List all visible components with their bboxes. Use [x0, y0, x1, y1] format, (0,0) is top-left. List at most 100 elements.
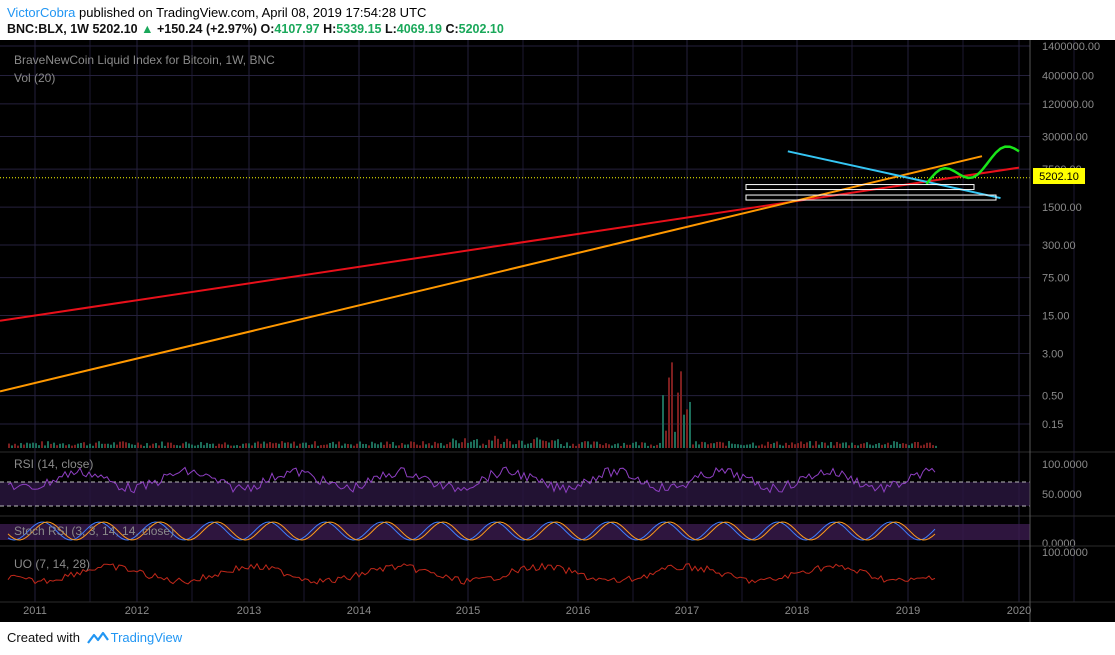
volume-bar	[305, 442, 307, 448]
volume-bar	[374, 443, 376, 448]
volume-bar	[14, 443, 16, 448]
volume-bar	[134, 444, 136, 448]
volume-bar	[461, 442, 463, 448]
volume-bar	[866, 442, 868, 448]
uo-line	[7, 562, 936, 585]
volume-bar	[8, 443, 10, 448]
volume-bar	[302, 442, 304, 448]
volume-bar	[368, 445, 370, 448]
volume-bar	[140, 444, 142, 448]
volume-bar	[194, 445, 196, 448]
volume-bar	[803, 444, 805, 448]
volume-bar	[509, 441, 511, 448]
volume-bar	[671, 362, 673, 448]
volume-bar	[269, 442, 271, 448]
green-projection-line	[925, 145, 1020, 185]
volume-bar	[722, 442, 724, 448]
volume-bar	[263, 441, 265, 448]
volume-bar	[173, 444, 175, 448]
volume-bar	[827, 445, 829, 448]
volume-bar	[635, 441, 637, 448]
volume-bar	[353, 445, 355, 448]
volume-bar	[518, 440, 520, 448]
volume-bar	[200, 442, 202, 448]
volume-bar	[857, 445, 859, 448]
volume-bar	[347, 443, 349, 448]
author-link[interactable]: VictorCobra	[7, 5, 76, 20]
volume-bar	[533, 439, 535, 448]
up-triangle-icon: ▲	[141, 22, 154, 36]
volume-bar	[221, 444, 223, 448]
volume-bar	[665, 430, 667, 448]
volume-bar	[851, 442, 853, 448]
volume-bar	[281, 441, 283, 448]
volume-bar	[515, 444, 517, 448]
volume-bar	[443, 445, 445, 448]
volume-bar	[233, 445, 235, 448]
volume-bar	[791, 442, 793, 448]
time-tick-label: 2014	[347, 605, 371, 617]
volume-bar	[506, 438, 508, 448]
rsi-label: RSI (14, close)	[14, 457, 93, 471]
high-value: 5339.15	[336, 22, 382, 36]
volume-bar	[20, 443, 22, 448]
volume-bar	[683, 414, 685, 448]
price-tick-label: 300.00	[1042, 240, 1076, 252]
volume-bar	[536, 437, 538, 448]
volume-bar	[887, 442, 889, 448]
volume-bar	[893, 441, 895, 448]
volume-bar	[158, 445, 160, 448]
time-tick-label: 2020	[1007, 605, 1031, 617]
volume-bar	[770, 443, 772, 448]
volume-bar	[29, 443, 31, 448]
volume-bar	[707, 444, 709, 448]
volume-bar	[527, 443, 529, 448]
volume-bar	[434, 441, 436, 448]
price-tick-label: 75.00	[1042, 273, 1070, 285]
volume-bar	[146, 443, 148, 448]
time-tick-label: 2013	[237, 605, 261, 617]
price-tick-label: 400000.00	[1042, 71, 1094, 83]
time-tick-label: 2016	[566, 605, 590, 617]
volume-bar	[287, 442, 289, 448]
volume-bar	[323, 444, 325, 448]
time-tick-label: 2015	[456, 605, 480, 617]
tradingview-link[interactable]: TradingView	[110, 630, 183, 645]
volume-bar	[884, 444, 886, 448]
volume-label: Vol (20)	[14, 71, 55, 85]
volume-bar	[236, 445, 238, 448]
volume-bar	[479, 445, 481, 448]
volume-bar	[341, 445, 343, 448]
volume-bar	[248, 443, 250, 448]
volume-bar	[497, 438, 499, 448]
volume-bar	[629, 444, 631, 448]
price-tick-label: 1500.00	[1042, 202, 1082, 214]
volume-bar	[800, 441, 802, 448]
volume-bar	[362, 443, 364, 448]
uo-tick-label: 100.0000	[1042, 547, 1088, 559]
volume-bar	[413, 442, 415, 448]
ohlc-line: BNC:BLX, 1W 5202.10 ▲ +150.24 (+2.97%) O…	[7, 22, 504, 36]
volume-bar	[473, 439, 475, 448]
volume-bar	[524, 444, 526, 448]
volume-bar	[308, 444, 310, 448]
volume-bar	[860, 443, 862, 448]
volume-bar	[50, 443, 52, 448]
volume-bar	[86, 445, 88, 448]
volume-bar	[560, 444, 562, 448]
chart-area[interactable]: 100.0000 50.0000 0.0000 100.0000 1400000.00…	[0, 40, 1115, 622]
volume-bar	[455, 440, 457, 448]
volume-bar	[230, 445, 232, 448]
volume-bar	[98, 441, 100, 448]
volume-bar	[680, 371, 682, 448]
volume-bar	[212, 443, 214, 448]
volume-bar	[716, 441, 718, 448]
volume-bar	[836, 441, 838, 448]
volume-bar	[809, 441, 811, 448]
volume-bar	[872, 445, 874, 448]
volume-bar	[95, 442, 97, 448]
volume-bar	[623, 442, 625, 448]
volume-bar	[602, 445, 604, 448]
volume-bar	[575, 445, 577, 448]
